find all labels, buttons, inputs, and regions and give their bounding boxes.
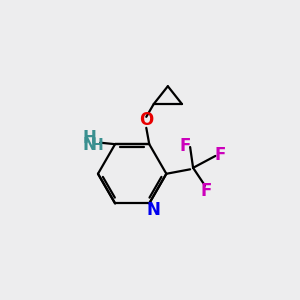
Text: H: H	[90, 138, 103, 153]
Text: H: H	[83, 129, 97, 147]
Text: F: F	[201, 182, 212, 200]
Text: N: N	[146, 201, 160, 219]
Text: N: N	[83, 136, 97, 154]
Text: O: O	[139, 111, 153, 129]
Text: F: F	[215, 146, 226, 164]
Text: F: F	[179, 137, 190, 155]
